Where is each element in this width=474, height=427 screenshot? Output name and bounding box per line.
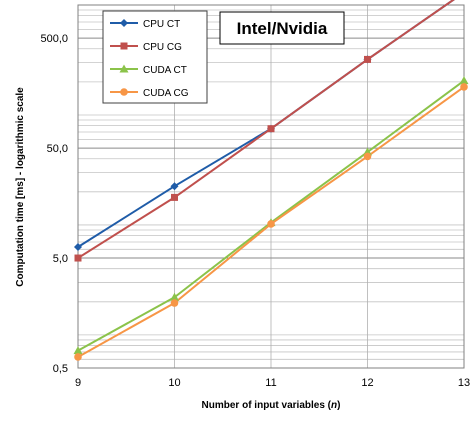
data-point bbox=[171, 193, 178, 201]
data-point bbox=[267, 125, 275, 133]
x-tick-label: 10 bbox=[168, 377, 180, 389]
legend-label: CPU CT bbox=[143, 19, 180, 30]
data-point bbox=[364, 55, 371, 63]
x-tick-label: 11 bbox=[265, 377, 276, 389]
chart-title-group: Intel/Nvidia bbox=[219, 11, 345, 45]
series-markers bbox=[73, 55, 469, 361]
data-point bbox=[120, 88, 128, 96]
legend: CPU CT CPU CG CUDA CT CUDA CG bbox=[102, 10, 208, 104]
chart-title-box bbox=[219, 11, 345, 45]
legend-label: CUDA CT bbox=[143, 65, 187, 76]
x-axis-title-suffix: ) bbox=[337, 400, 340, 411]
y-axis-title: Computation time [ms] - logarithmic scal… bbox=[15, 87, 26, 287]
y-tick-label: 500,0 bbox=[40, 33, 68, 45]
y-tick-label: 0,5 bbox=[53, 363, 68, 375]
data-point bbox=[459, 76, 469, 85]
x-tick-label: 13 bbox=[458, 377, 470, 389]
y-tick-labels: 0,5 5,0 50,0 500,0 bbox=[40, 33, 68, 375]
data-point bbox=[170, 299, 179, 307]
data-point bbox=[120, 19, 128, 27]
chart-title: Intel/Nvidia bbox=[237, 19, 328, 38]
data-point bbox=[73, 346, 83, 355]
x-axis-title-variable: n bbox=[331, 400, 337, 411]
data-point bbox=[170, 292, 179, 301]
data-point bbox=[74, 254, 82, 262]
legend-label: CUDA CG bbox=[143, 88, 189, 99]
data-point bbox=[363, 152, 372, 161]
x-tick-label: 12 bbox=[361, 377, 373, 389]
x-tick-label: 9 bbox=[75, 377, 81, 389]
data-point bbox=[460, 83, 468, 91]
data-point bbox=[170, 182, 179, 191]
plot-area-border bbox=[77, 4, 465, 369]
y-tick-label: 50,0 bbox=[47, 143, 68, 155]
data-point bbox=[74, 353, 82, 361]
legend-label: CPU CG bbox=[143, 42, 182, 53]
data-point bbox=[74, 242, 82, 251]
x-tick-labels: 9 10 11 12 13 bbox=[75, 377, 470, 389]
data-point bbox=[119, 64, 129, 73]
x-axis-title-prefix: Number of input variables ( bbox=[202, 400, 332, 411]
data-point bbox=[267, 220, 275, 228]
legend-box bbox=[102, 10, 208, 104]
data-point bbox=[120, 42, 128, 50]
y-tick-label: 5,0 bbox=[53, 253, 68, 265]
x-axis-title: Number of input variables (n) bbox=[202, 400, 341, 411]
legend-items: CPU CT CPU CG CUDA CT CUDA CG bbox=[110, 19, 189, 99]
